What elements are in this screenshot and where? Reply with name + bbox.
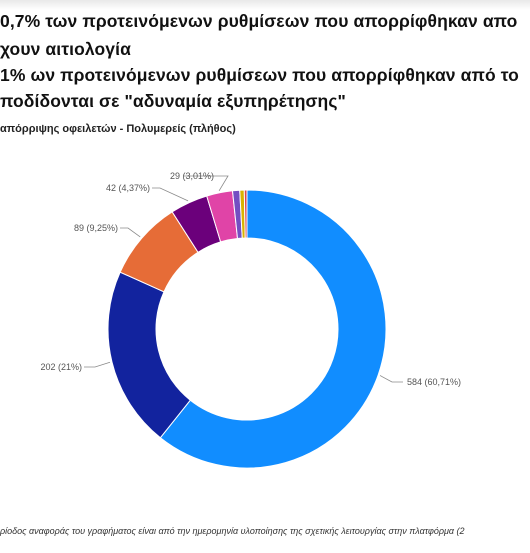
leader-line <box>184 175 229 191</box>
headline-line-3: 1% ων προτεινόμενων ρυθμίσεων που απορρί… <box>0 65 519 85</box>
headline-line-1: 0,7% των προτεινόμενων ρυθμίσεων που απο… <box>0 11 518 31</box>
leader-line <box>84 361 111 368</box>
leader-line <box>379 375 403 383</box>
data-label: 584 (60,71%) <box>407 377 461 387</box>
leader-line <box>120 227 141 238</box>
chart-title: απόρριψης οφειλετών - Πολυμερείς (πλήθος… <box>0 123 236 135</box>
data-label: 42 (4,37%) <box>106 183 150 193</box>
data-label: 202 (21%) <box>40 362 82 372</box>
top-shade <box>0 0 530 10</box>
donut-slice[interactable] <box>107 271 191 439</box>
headline-line-2: χουν αιτιολογία <box>0 39 131 59</box>
data-label: 89 (9,25%) <box>74 223 118 233</box>
data-label: 29 (3,01%) <box>170 171 214 181</box>
headline-line-4: ποδίδονται σε "αδυναμία εξυπηρέτησης" <box>0 91 346 111</box>
leader-line <box>152 187 189 202</box>
footnote: ρίοδος αναφοράς του γραφήματος είναι από… <box>0 526 465 536</box>
donut-chart: 584 (60,71%) 202 (21%) 89 (9,25%) 42 (4,37%… <box>40 171 461 469</box>
donut-slice[interactable] <box>243 189 248 239</box>
donut-slice[interactable] <box>159 189 387 469</box>
